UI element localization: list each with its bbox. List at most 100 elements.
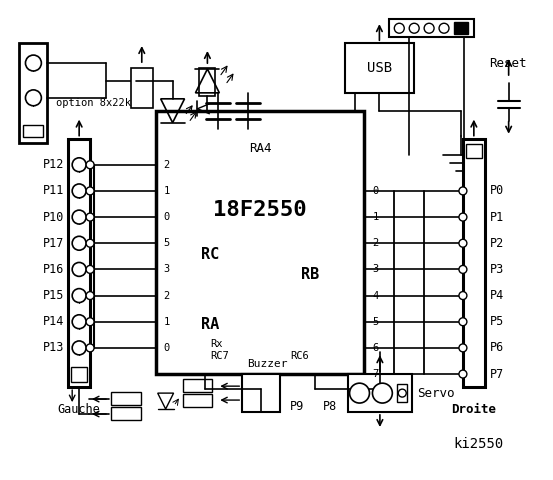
Circle shape	[459, 344, 467, 352]
Circle shape	[72, 184, 86, 198]
Text: P14: P14	[43, 315, 64, 328]
Text: P6: P6	[490, 341, 504, 354]
Circle shape	[372, 383, 392, 403]
Text: 2: 2	[164, 160, 170, 170]
Bar	[68, 139, 90, 387]
Text: P8: P8	[322, 399, 337, 412]
Bar	[156, 111, 364, 374]
Text: 3: 3	[164, 264, 170, 275]
Circle shape	[86, 291, 94, 300]
Circle shape	[72, 288, 86, 302]
Text: P11: P11	[43, 184, 64, 197]
Text: P4: P4	[490, 289, 504, 302]
Text: Gauche: Gauche	[58, 403, 101, 416]
Text: P16: P16	[43, 263, 64, 276]
Text: 2: 2	[372, 238, 379, 248]
Bar	[200, 68, 215, 96]
Bar	[71, 367, 87, 382]
Text: P13: P13	[43, 341, 64, 354]
Bar	[348, 374, 412, 412]
Text: P12: P12	[43, 158, 64, 171]
Text: 5: 5	[372, 317, 379, 327]
Bar	[19, 43, 48, 143]
Circle shape	[398, 389, 406, 397]
Text: Rx: Rx	[210, 339, 223, 349]
Text: RB: RB	[301, 267, 319, 282]
Bar	[454, 22, 468, 34]
Text: RA4: RA4	[249, 142, 272, 155]
Text: 1: 1	[164, 186, 170, 196]
Text: 0: 0	[164, 343, 170, 353]
Circle shape	[25, 90, 41, 106]
Circle shape	[409, 23, 419, 33]
Text: USB: USB	[367, 61, 392, 75]
Text: P0: P0	[490, 184, 504, 197]
Circle shape	[72, 236, 86, 250]
Circle shape	[86, 344, 94, 352]
Circle shape	[349, 383, 369, 403]
Text: 18F2550: 18F2550	[213, 200, 307, 220]
Text: 0: 0	[372, 186, 379, 196]
Bar	[23, 125, 43, 137]
Circle shape	[459, 187, 467, 195]
Text: P10: P10	[43, 211, 64, 224]
Text: 4: 4	[372, 290, 379, 300]
Circle shape	[25, 55, 41, 71]
Circle shape	[424, 23, 434, 33]
Text: RC6: RC6	[290, 351, 309, 361]
Bar	[111, 407, 141, 420]
Circle shape	[86, 187, 94, 195]
Text: 3: 3	[372, 264, 379, 275]
Bar	[345, 43, 414, 93]
Bar	[389, 19, 474, 37]
Text: RC: RC	[201, 247, 220, 263]
Circle shape	[459, 213, 467, 221]
Circle shape	[459, 318, 467, 326]
Text: Droite: Droite	[451, 403, 497, 416]
Circle shape	[86, 239, 94, 247]
Text: P17: P17	[43, 237, 64, 250]
Circle shape	[72, 210, 86, 224]
Text: 2: 2	[164, 290, 170, 300]
Bar	[182, 379, 212, 392]
Bar	[182, 394, 212, 407]
Text: Servo: Servo	[417, 386, 455, 400]
Text: Buzzer: Buzzer	[247, 359, 288, 369]
Circle shape	[459, 291, 467, 300]
Bar	[466, 144, 482, 158]
Text: P15: P15	[43, 289, 64, 302]
Circle shape	[86, 265, 94, 274]
Bar	[242, 374, 280, 412]
Text: RA: RA	[201, 317, 220, 332]
Circle shape	[86, 318, 94, 326]
Text: 1: 1	[164, 317, 170, 327]
Text: ki2550: ki2550	[453, 437, 504, 451]
Text: 6: 6	[372, 343, 379, 353]
Bar	[131, 68, 153, 108]
Text: 0: 0	[164, 212, 170, 222]
Text: 5: 5	[164, 238, 170, 248]
Text: 1: 1	[372, 212, 379, 222]
Circle shape	[86, 161, 94, 169]
Circle shape	[72, 263, 86, 276]
Text: P9: P9	[290, 399, 304, 412]
Circle shape	[459, 370, 467, 378]
Text: option 8x22k: option 8x22k	[56, 98, 131, 108]
Text: P5: P5	[490, 315, 504, 328]
Circle shape	[86, 213, 94, 221]
Text: P7: P7	[490, 368, 504, 381]
Circle shape	[459, 265, 467, 274]
Circle shape	[72, 341, 86, 355]
Bar	[397, 384, 407, 402]
Text: P3: P3	[490, 263, 504, 276]
Text: P1: P1	[490, 211, 504, 224]
Text: Reset: Reset	[489, 57, 526, 70]
Circle shape	[439, 23, 449, 33]
Bar	[111, 392, 141, 405]
Circle shape	[72, 158, 86, 172]
Circle shape	[394, 23, 404, 33]
Circle shape	[459, 239, 467, 247]
Text: 7: 7	[372, 369, 379, 379]
Text: P2: P2	[490, 237, 504, 250]
Text: RC7: RC7	[210, 351, 229, 361]
